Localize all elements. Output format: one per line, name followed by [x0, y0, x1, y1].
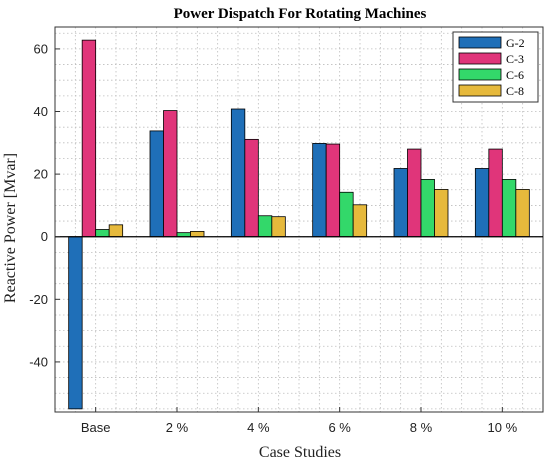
x-tick-label: 2 % [166, 420, 189, 435]
bar-c-8-0 [108, 224, 124, 238]
bars [68, 39, 530, 410]
bar-c-8-5 [515, 189, 530, 238]
x-tick-label: 8 % [410, 420, 433, 435]
x-tick-label: 10 % [488, 420, 518, 435]
y-tick-label: -40 [29, 354, 48, 369]
bar-g-2-3 [312, 143, 327, 238]
legend-swatch-g-2 [458, 36, 502, 49]
legend-label-c-6: C-6 [506, 68, 524, 82]
bar-g-2-2 [230, 108, 246, 238]
legend-label-c-8: C-8 [506, 84, 524, 98]
x-tick-label: 6 % [328, 420, 351, 435]
legend-swatch-c-3 [458, 52, 502, 65]
bar-c-3-0 [81, 39, 97, 238]
plot-frame [54, 26, 544, 413]
bar-c-6-5 [501, 179, 517, 238]
bar-g-2-1 [149, 130, 164, 238]
bar-g-2-5 [474, 168, 490, 238]
legend-label-g-2: G-2 [506, 36, 525, 50]
y-tick-label: 0 [41, 229, 48, 244]
bar-g-2-4 [393, 168, 408, 238]
bar-c-3-1 [163, 110, 178, 238]
y-tick-label: 20 [34, 167, 48, 182]
chart-title: Power Dispatch For Rotating Machines [174, 6, 427, 22]
x-axis-label: Case Studies [259, 444, 341, 461]
legend-swatch-c-8 [458, 84, 502, 97]
bar-c-8-3 [352, 204, 368, 238]
legend: G-2 C-3 C-6 C-8 [452, 31, 539, 103]
bar-c-6-2 [257, 215, 273, 238]
bar-c-6-1 [176, 232, 191, 238]
y-tick-label: -20 [29, 292, 48, 307]
bar-c-6-4 [420, 179, 435, 238]
legend-swatch-c-6 [458, 68, 502, 81]
legend-label-c-3: C-3 [506, 52, 524, 66]
y-axis-label: Reactive Power [Mvar] [2, 153, 19, 303]
bar-c-6-3 [339, 191, 354, 238]
bar-c-3-5 [488, 148, 503, 238]
bar-c-3-4 [407, 148, 422, 238]
x-tick-labels: Base 2 % 4 % 6 % 8 % 10 % [81, 407, 518, 435]
y-tick-labels: -40 -20 0 20 40 60 [29, 41, 60, 369]
bar-c-6-0 [95, 229, 110, 238]
axes [54, 26, 544, 413]
y-tick-label: 40 [34, 104, 48, 119]
bar-g-2-0 [68, 236, 83, 410]
x-tick-label: 4 % [247, 420, 270, 435]
y-tick-label: 60 [34, 41, 48, 56]
bar-c-3-2 [244, 138, 259, 238]
bar-c-8-1 [190, 230, 205, 238]
bar-c-3-3 [325, 143, 341, 238]
bar-c-8-4 [434, 189, 449, 238]
bar-c-8-2 [271, 216, 286, 238]
x-tick-label: Base [81, 420, 111, 435]
